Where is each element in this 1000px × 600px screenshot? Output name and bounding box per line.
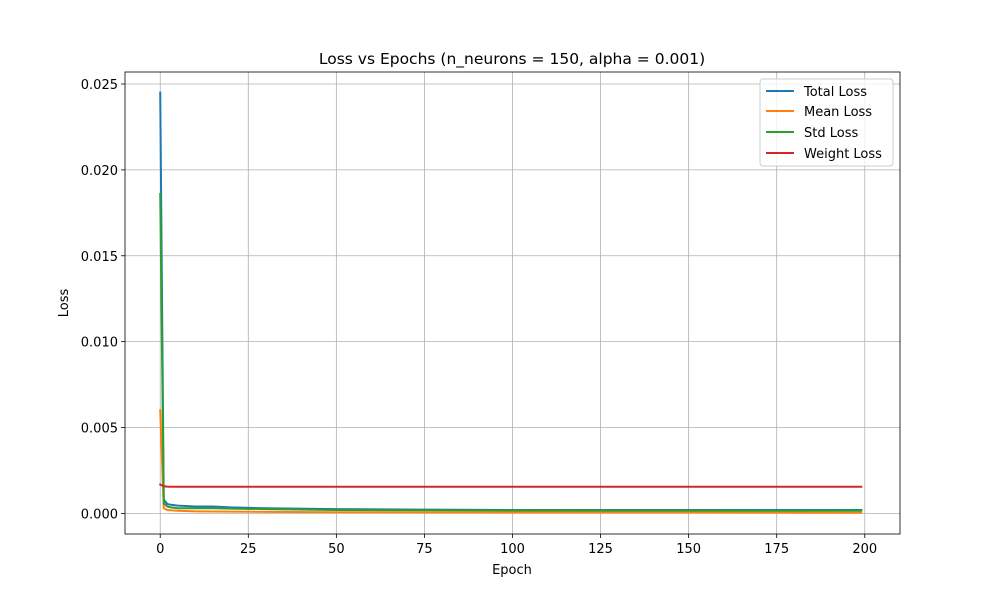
x-tick-label: 150 — [676, 542, 701, 557]
legend-item-weight-loss: Weight Loss — [766, 147, 882, 162]
legend-item-mean-loss: Mean Loss — [766, 105, 872, 120]
x-axis-ticks: 0 25 50 75 100 125 150 175 200 — [156, 534, 877, 557]
x-tick-label: 100 — [500, 542, 525, 557]
chart-title: Loss vs Epochs (n_neurons = 150, alpha =… — [319, 50, 705, 69]
series-line-mean-loss — [159, 409, 863, 514]
legend-label-std-loss: Std Loss — [804, 126, 858, 141]
x-tick-label: 125 — [588, 542, 613, 557]
series-line-weight-loss — [158, 483, 863, 488]
legend: Total Loss Mean Loss Std Loss Weight Los… — [759, 78, 894, 167]
legend-box — [759, 78, 894, 167]
legend-item-std-loss: Std Loss — [766, 126, 858, 141]
x-tick-label: 75 — [416, 542, 433, 557]
x-tick-label: 50 — [328, 542, 345, 557]
y-tick-label: 0.010 — [81, 336, 118, 351]
x-tick-label: 200 — [852, 542, 877, 557]
y-tick-label: 0.015 — [81, 250, 118, 265]
y-tick-label: 0.005 — [81, 422, 118, 437]
legend-item-total-loss: Total Loss — [766, 85, 867, 100]
x-tick-label: 0 — [156, 542, 164, 557]
legend-label-weight-loss: Weight Loss — [804, 147, 882, 162]
legend-label-total-loss: Total Loss — [803, 85, 867, 100]
grid-lines — [125, 72, 900, 534]
y-axis-ticks: 0.000 0.005 0.010 0.015 0.020 0.025 — [81, 78, 125, 522]
legend-label-mean-loss: Mean Loss — [804, 105, 872, 120]
y-axis-label: Loss — [57, 289, 72, 318]
series-lines — [158, 91, 863, 514]
series-line-std-loss — [159, 192, 863, 512]
y-tick-label: 0.020 — [81, 164, 118, 179]
x-tick-label: 175 — [764, 542, 789, 557]
x-axis-label: Epoch — [492, 563, 532, 578]
y-tick-label: 0.025 — [81, 78, 118, 93]
x-tick-label: 25 — [240, 542, 257, 557]
y-tick-label: 0.000 — [81, 507, 118, 522]
